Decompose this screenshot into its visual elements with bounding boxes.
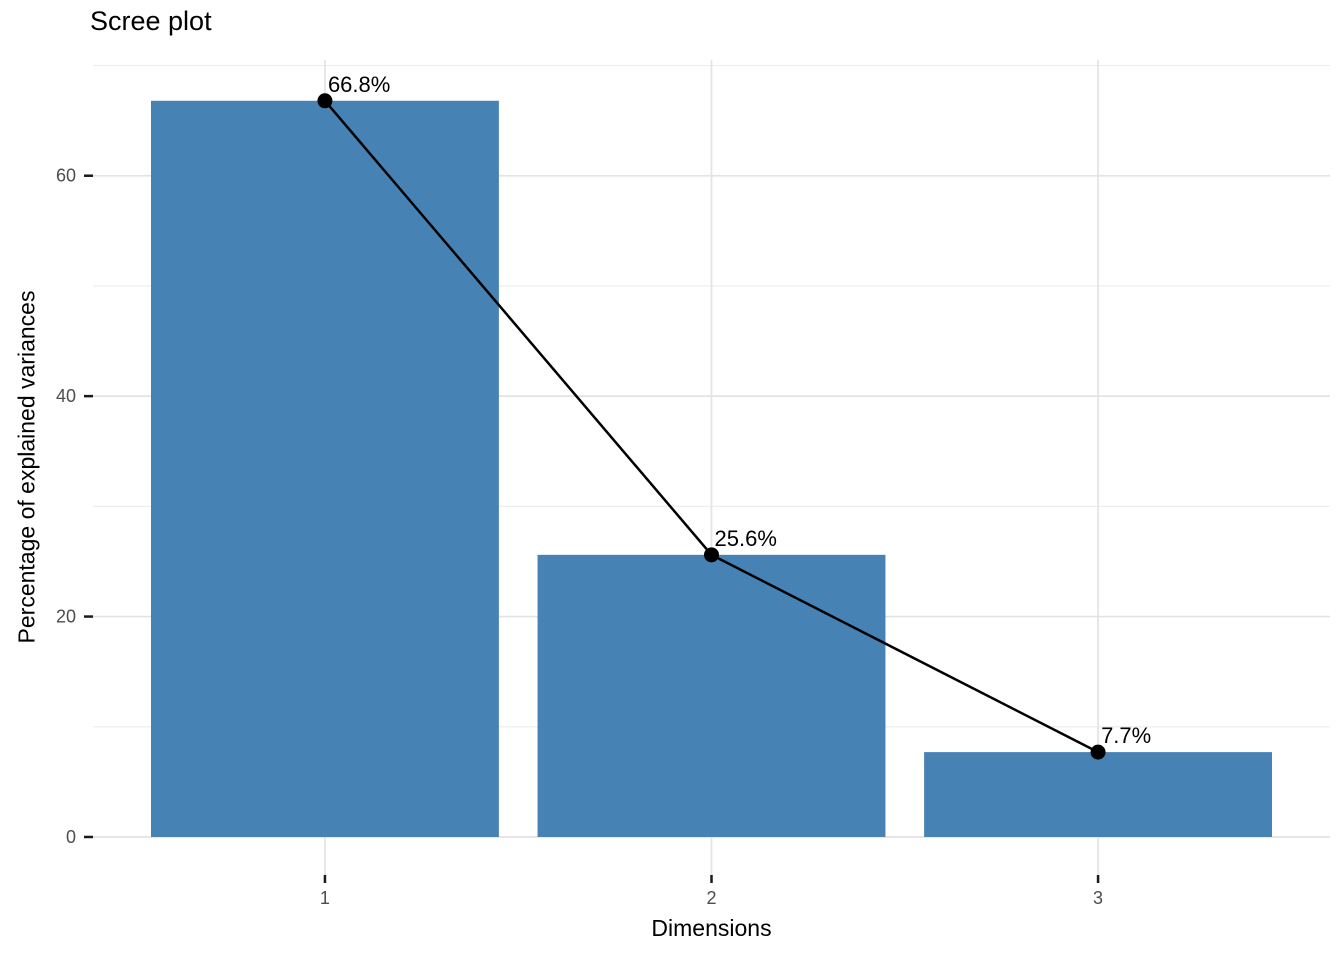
line-point-3: [1090, 744, 1106, 760]
x-tick-label-1: 1: [320, 888, 330, 908]
line-point-1: [317, 93, 333, 109]
chart-title: Scree plot: [90, 6, 212, 36]
x-tick-label-3: 3: [1093, 888, 1103, 908]
y-axis-title: Percentage of explained variances: [13, 290, 40, 644]
x-tick-label-2: 2: [706, 888, 716, 908]
bar-dimension-1: [150, 100, 499, 837]
line-point-2: [704, 547, 719, 563]
y-tick-label-20: 20: [56, 607, 76, 627]
value-label-3: 7.7%: [1101, 723, 1151, 748]
y-tick-label-0: 0: [66, 827, 76, 847]
bar-dimension-2: [537, 554, 886, 837]
y-tick-label-40: 40: [56, 386, 76, 406]
value-label-2: 25.6%: [715, 526, 777, 551]
x-axis-title: Dimensions: [651, 915, 772, 941]
bar-dimension-3: [924, 752, 1273, 837]
y-tick-label-60: 60: [56, 166, 76, 186]
value-label-1: 66.8%: [328, 72, 390, 97]
